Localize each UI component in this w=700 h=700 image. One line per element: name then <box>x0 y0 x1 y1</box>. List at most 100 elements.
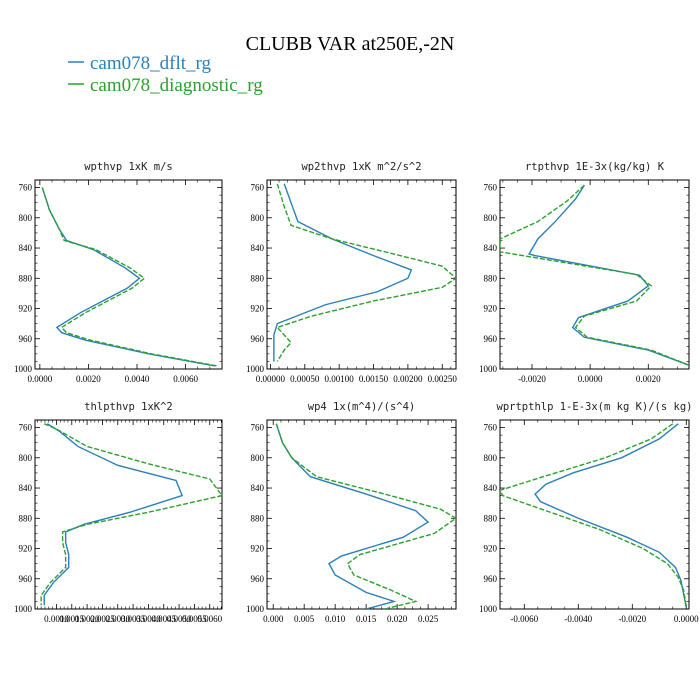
x-tick-label: 0.0050 <box>167 614 192 624</box>
x-tick-label: 0.00000 <box>256 374 286 384</box>
y-tick-label: 920 <box>251 544 265 554</box>
plot-frame <box>34 419 223 610</box>
y-tick-label: 920 <box>19 544 33 554</box>
y-tick-label: 760 <box>251 423 265 433</box>
y-tick-label: 1000 <box>246 604 265 614</box>
series-line-dflt <box>43 423 184 606</box>
y-tick-label: 920 <box>484 544 498 554</box>
y-tick-label: 920 <box>251 304 265 314</box>
x-tick-label: 0.0055 <box>182 614 207 624</box>
x-tick-label: 0.0010 <box>44 614 69 624</box>
y-tick-label: 1000 <box>246 364 265 374</box>
x-tick-label: 0.00150 <box>359 374 389 384</box>
y-tick-label: 1000 <box>14 604 33 614</box>
panel-2: wp2thvp 1xK m^2/s^2 760 800 840 880 920 960 100… <box>246 161 457 384</box>
y-tick-label: 920 <box>484 304 498 314</box>
panel-3: rtpthvp 1E-3x(kg/kg) K 760 800 840 880 920 960… <box>479 161 690 384</box>
panel-title: wp4 1x(m^4)/(s^4) <box>308 401 415 413</box>
series-line-diagnostic <box>276 183 456 362</box>
panel-5: wp4 1x(m^4)/(s^4)76080084088092096010000… <box>246 401 457 624</box>
x-tick-label: 0.0040 <box>136 614 161 624</box>
legend: cam078_dflt_rg cam078_diagnostic_rg <box>68 53 263 96</box>
x-tick-label: 0.0060 <box>197 614 222 624</box>
legend-label-dflt: cam078_dflt_rg <box>90 53 212 74</box>
panel-title: rtpthvp 1E-3x(kg/kg) K <box>525 161 665 173</box>
figure-title: CLUBB VAR at250E,-2N <box>246 33 455 55</box>
y-tick-label: 960 <box>484 574 498 584</box>
series-line-diagnostic <box>500 423 687 608</box>
x-tick-label: -0.0040 <box>564 614 592 624</box>
x-tick-label: 0.0025 <box>90 614 115 624</box>
x-tick-label: 0.025 <box>418 614 439 624</box>
x-tick-label: 0.0000 <box>674 614 699 624</box>
x-tick-label: 0.005 <box>294 614 315 624</box>
x-tick-label: 0.00250 <box>428 374 458 384</box>
x-tick-label: -0.0020 <box>518 374 546 384</box>
x-tick-label: 0.0035 <box>121 614 146 624</box>
y-tick-label: 800 <box>251 453 265 463</box>
x-tick-label: -0.0020 <box>618 614 646 624</box>
series-line-diagnostic <box>41 187 218 367</box>
x-tick-label: -0.0060 <box>510 614 538 624</box>
plot-frame <box>34 179 223 370</box>
series-line-diagnostic <box>40 423 222 606</box>
y-tick-label: 760 <box>484 183 498 193</box>
plot-frame <box>499 179 690 370</box>
y-tick-label: 960 <box>484 334 498 344</box>
y-tick-label: 880 <box>484 273 498 283</box>
panels: wpthvp 1xK m/s76080084088092096010000.00… <box>14 161 699 624</box>
x-tick-label: 0.0000 <box>27 374 52 384</box>
y-tick-label: 800 <box>19 453 33 463</box>
x-tick-label: 0.0040 <box>125 374 150 384</box>
x-tick-label: 0.00050 <box>290 374 320 384</box>
y-tick-label: 960 <box>19 574 33 584</box>
y-tick-label: 880 <box>251 273 265 283</box>
x-tick-label: 0.020 <box>387 614 408 624</box>
legend-label-diagnostic: cam078_diagnostic_rg <box>90 75 263 96</box>
y-tick-label: 880 <box>484 513 498 523</box>
y-tick-label: 920 <box>19 304 33 314</box>
y-tick-label: 760 <box>251 183 265 193</box>
y-tick-label: 800 <box>251 213 265 223</box>
y-tick-label: 760 <box>484 423 498 433</box>
panel-1: wpthvp 1xK m/s76080084088092096010000.00… <box>14 161 223 384</box>
x-tick-label: 0.00100 <box>325 374 355 384</box>
x-tick-label: 0.0000 <box>578 374 603 384</box>
panel-title: thlpthvp 1xK^2 <box>84 401 173 413</box>
plot-frame <box>499 419 690 610</box>
y-tick-label: 960 <box>19 334 33 344</box>
x-tick-label: 0.00200 <box>393 374 423 384</box>
y-tick-label: 840 <box>484 243 498 253</box>
y-tick-label: 760 <box>19 423 33 433</box>
y-tick-label: 960 <box>251 574 265 584</box>
x-tick-label: 0.0020 <box>636 374 661 384</box>
x-tick-label: 0.0060 <box>173 374 198 384</box>
y-tick-label: 960 <box>251 334 265 344</box>
series-line-diagnostic <box>275 423 456 609</box>
x-tick-label: 0.0045 <box>151 614 176 624</box>
series-line-dflt <box>534 423 687 608</box>
x-tick-label: 0.0020 <box>76 374 101 384</box>
y-tick-label: 1000 <box>14 364 33 374</box>
y-tick-label: 880 <box>19 273 33 283</box>
x-tick-label: 0.010 <box>325 614 346 624</box>
series-line-dflt <box>273 183 413 362</box>
y-tick-label: 760 <box>19 183 33 193</box>
x-tick-label: 0.0030 <box>105 614 130 624</box>
y-tick-label: 1000 <box>479 604 498 614</box>
x-tick-label: 0.0020 <box>75 614 100 624</box>
y-tick-label: 840 <box>251 483 265 493</box>
panel-title: wpthvp 1xK m/s <box>84 161 173 173</box>
y-tick-label: 840 <box>19 243 33 253</box>
plot-frame <box>266 179 457 370</box>
y-tick-label: 840 <box>251 243 265 253</box>
y-tick-label: 840 <box>19 483 33 493</box>
y-tick-label: 1000 <box>479 364 498 374</box>
panel-title: wp2thvp 1xK m^2/s^2 <box>301 161 421 173</box>
y-tick-label: 800 <box>484 213 498 223</box>
panel-title: wprtpthlp 1-E-3x(m kg K)/(s kg) <box>497 401 693 413</box>
series-line-dflt <box>41 187 215 367</box>
x-tick-label: 0.015 <box>356 614 377 624</box>
